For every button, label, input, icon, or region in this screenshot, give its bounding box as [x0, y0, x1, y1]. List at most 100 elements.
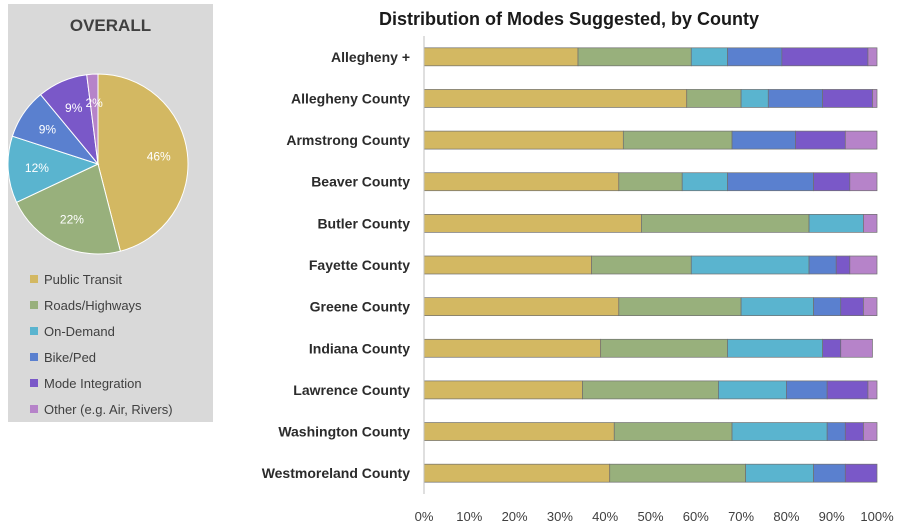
category-label-allegheny: Allegheny +	[331, 49, 410, 65]
bar-segment-public-transit	[423, 130, 624, 150]
bar-segment-other-e-g-air-rivers	[844, 130, 878, 150]
bar-segment-on-demand	[745, 463, 814, 483]
bar-segment-public-transit	[423, 463, 611, 483]
bar-segment-public-transit	[423, 214, 642, 233]
bar-segment-on-demand	[681, 172, 728, 192]
category-label-greene-county: Greene County	[310, 299, 411, 315]
county-stacked-bar-chart: Allegheny + Allegheny County Armstrong Cou…	[262, 36, 894, 524]
legend-label: On-Demand	[44, 323, 115, 339]
bar-segment-on-demand	[727, 338, 823, 358]
x-tick-label: 40%	[592, 509, 618, 524]
pie-slice-label: 2%	[85, 96, 103, 110]
bar-segment-bike-ped	[813, 463, 846, 483]
pie-title: OVERALL	[69, 16, 152, 35]
bar-segment-roads-highways	[618, 172, 683, 192]
bar-segment-on-demand	[731, 422, 828, 441]
bar-segment-roads-highways	[591, 255, 692, 275]
bar-segment-public-transit	[423, 255, 592, 275]
legend-swatch	[30, 379, 38, 387]
legend-swatch	[30, 327, 38, 335]
bar-segment-mode-integration	[844, 463, 878, 483]
category-label-fayette-county: Fayette County	[309, 257, 410, 273]
legend-item-bike-ped: Bike/Ped	[30, 344, 173, 370]
overall-pie-chart: 46%22%12%9%9% 2%	[8, 73, 189, 255]
bar-segment-mode-integration	[840, 297, 864, 316]
x-tick-label: 30%	[547, 509, 573, 524]
overall-pie-panel: OVERALL 46% 22% 12% 9% 9% 2% Public Transit R…	[8, 4, 213, 422]
bar-segment-on-demand	[718, 380, 787, 400]
category-label-beaver-county: Beaver County	[311, 174, 410, 190]
pie-slice-other-e-g-air-rivers	[86, 73, 99, 165]
bar-segment-mode-integration	[844, 422, 864, 441]
bar-segment-other-e-g-air-rivers	[867, 47, 878, 67]
bar-segment-roads-highways	[613, 422, 733, 441]
bar-segment-public-transit	[423, 89, 688, 108]
bar-segment-other-e-g-air-rivers	[863, 214, 878, 233]
county-bar-panel: Distribution of Modes Suggested, by Coun…	[238, 0, 900, 530]
pie-slice-on-demand	[8, 135, 100, 203]
bar-segment-on-demand	[690, 47, 728, 67]
bar-segment-bike-ped	[731, 130, 796, 150]
bar-segment-public-transit	[423, 297, 620, 316]
legend-label: Mode Integration	[44, 375, 142, 391]
bar-segment-public-transit	[423, 338, 602, 358]
x-tick-label: 50%	[637, 509, 663, 524]
legend-label: Roads/Highways	[44, 297, 142, 313]
bar-segment-roads-highways	[641, 214, 810, 233]
bar-segment-roads-highways	[577, 47, 692, 67]
legend-item-roads-highways: Roads/Highways	[30, 292, 173, 318]
legend-item-on-demand: On-Demand	[30, 318, 173, 344]
bar-segment-bike-ped	[813, 297, 842, 316]
bar-segment-other-e-g-air-rivers	[872, 89, 878, 108]
legend-item-public-transit: Public Transit	[30, 266, 173, 292]
x-tick-label: 100%	[860, 509, 894, 524]
bar-segment-on-demand	[808, 214, 864, 233]
bar-segment-other-e-g-air-rivers	[863, 297, 878, 316]
pie-slice-label: 9%	[39, 123, 57, 137]
category-label-butler-county: Butler County	[317, 215, 410, 231]
bar-segment-mode-integration	[781, 47, 869, 67]
bar-segment-roads-highways	[686, 89, 742, 108]
bar-segment-roads-highways	[622, 130, 733, 150]
bar-segment-mode-integration	[795, 130, 846, 150]
x-tick-label: 10%	[456, 509, 482, 524]
bar-segment-other-e-g-air-rivers	[849, 172, 878, 192]
legend-item-mode-integration: Mode Integration	[30, 370, 173, 396]
bar-chart-title: Distribution of Modes Suggested, by Coun…	[379, 9, 759, 29]
legend-item-other: Other (e.g. Air, Rivers)	[30, 396, 173, 422]
x-tick-label: 90%	[819, 509, 845, 524]
bar-segment-bike-ped	[727, 47, 783, 67]
bar-segment-bike-ped	[727, 172, 814, 192]
pie-slice-label: 9%	[65, 101, 83, 115]
x-tick-label: 80%	[773, 509, 799, 524]
bar-segment-on-demand	[740, 297, 814, 316]
pie-slice-label: 46%	[147, 149, 171, 163]
x-tick-label: 0%	[415, 509, 434, 524]
bar-segment-public-transit	[423, 47, 579, 67]
pie-legend: Public Transit Roads/Highways On-Demand …	[30, 266, 173, 422]
bar-segment-other-e-g-air-rivers	[849, 255, 878, 275]
legend-swatch	[30, 301, 38, 309]
bar-segment-bike-ped	[767, 89, 823, 108]
bar-segment-other-e-g-air-rivers	[867, 380, 878, 400]
category-label-armstrong-county: Armstrong County	[286, 132, 410, 148]
bar-segment-roads-highways	[582, 380, 719, 400]
pie-slice-public-transit	[97, 73, 189, 252]
bar-segment-public-transit	[423, 172, 620, 192]
legend-swatch	[30, 405, 38, 413]
category-label-westmoreland-county: Westmoreland County	[262, 465, 411, 481]
x-tick-label: 20%	[502, 509, 528, 524]
bar-segment-bike-ped	[826, 422, 846, 441]
bar-segment-mode-integration	[835, 255, 851, 275]
pie-slice-roads-highways	[15, 163, 121, 255]
bar-segment-roads-highways	[600, 338, 728, 358]
category-label-lawrence-county: Lawrence County	[293, 382, 410, 398]
category-label-allegheny-county: Allegheny County	[291, 90, 410, 106]
bar-segment-public-transit	[423, 380, 583, 400]
x-tick-label: 60%	[683, 509, 709, 524]
bar-segment-mode-integration	[813, 172, 851, 192]
bar-segment-other-e-g-air-rivers	[863, 422, 878, 441]
category-label-washington-county: Washington County	[278, 424, 410, 440]
bar-segment-other-e-g-air-rivers	[840, 338, 873, 358]
legend-label: Bike/Ped	[44, 349, 97, 365]
